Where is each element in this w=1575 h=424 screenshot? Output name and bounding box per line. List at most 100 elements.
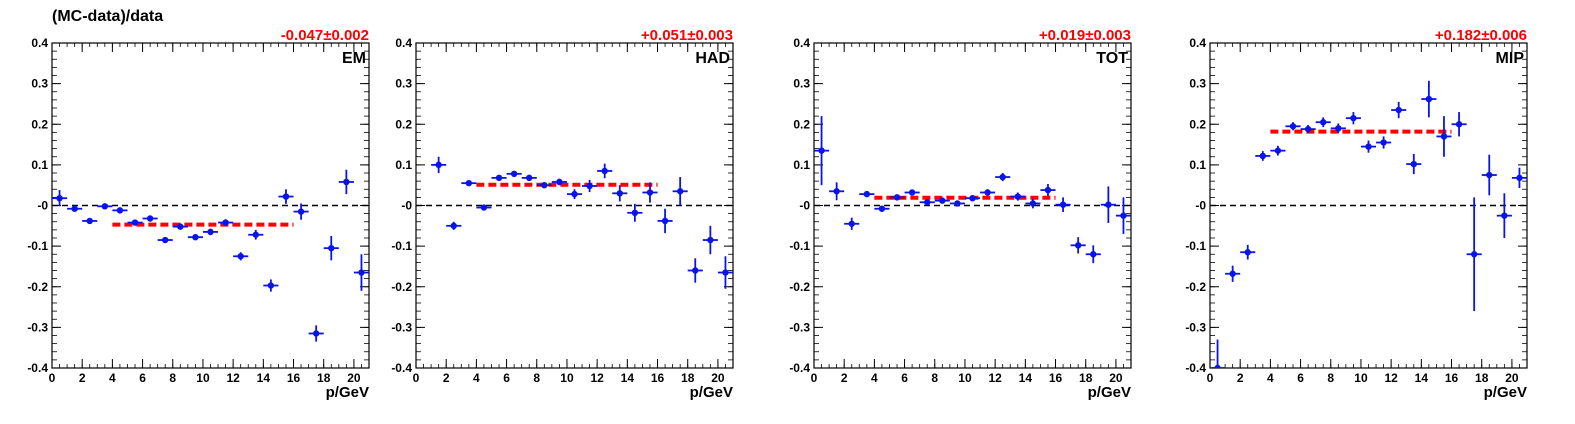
x-tick-label: 2 [1237, 371, 1244, 385]
data-point [461, 179, 477, 187]
y-tick-label: -0.3 [789, 320, 810, 334]
data-marker [177, 223, 184, 230]
data-point [1391, 101, 1407, 119]
data-point [964, 194, 981, 202]
data-point [627, 203, 643, 222]
data-point [218, 219, 234, 226]
y-tick-label: 0.3 [793, 77, 810, 91]
data-point [308, 325, 324, 342]
data-point [1345, 112, 1361, 125]
data-point [657, 208, 673, 234]
y-tick-label: 0.2 [395, 117, 412, 131]
data-point [1300, 125, 1316, 134]
data-marker [282, 193, 290, 200]
x-tick-label: 8 [1327, 371, 1334, 385]
data-point [1115, 197, 1131, 234]
panel-mip: -0.4 -0.3 -0.2 -0.1 -0 0.1 0.2 0.3 0.4 0 2 4 6 8 10 12 1… [1185, 27, 1528, 401]
data-marker [1501, 212, 1508, 219]
x-tick-label: 18 [681, 371, 695, 385]
x-tick-label: 2 [79, 371, 86, 385]
x-tick-label: 8 [169, 371, 176, 385]
x-tick-label: 0 [49, 371, 56, 385]
data-point [1270, 145, 1286, 156]
data-marker [1259, 152, 1267, 160]
y-tick-label: 0.4 [793, 36, 810, 50]
data-point [1055, 197, 1071, 212]
data-point [1481, 154, 1497, 196]
data-marker [465, 179, 473, 187]
x-tick-label: 18 [317, 371, 331, 385]
fit-value-label: -0.047±0.002 [281, 27, 369, 44]
data-marker [999, 173, 1006, 181]
data-point [1285, 122, 1301, 131]
data-marker [631, 209, 639, 217]
x-tick-label: 8 [533, 371, 540, 385]
data-point [995, 173, 1011, 182]
data-marker [1244, 249, 1251, 256]
y-tick-label: -0.3 [391, 320, 412, 334]
data-marker [237, 253, 244, 260]
x-tick-label: 12 [1384, 371, 1398, 385]
x-tick-label: 14 [621, 371, 635, 385]
data-point [717, 256, 733, 289]
data-point [1451, 112, 1467, 137]
data-marker [131, 219, 139, 226]
data-point [582, 179, 598, 193]
data-marker [358, 269, 365, 276]
data-marker [1044, 186, 1052, 194]
data-point [919, 199, 935, 206]
x-tick-label: 8 [931, 371, 938, 385]
y-tick-label: -0.1 [27, 239, 48, 253]
data-point [1466, 197, 1482, 312]
x-tick-label: 4 [109, 371, 116, 385]
x-tick-label: 10 [1354, 371, 1368, 385]
y-tick-label: 0.1 [793, 158, 810, 172]
data-point [1100, 186, 1116, 223]
x-tick-label: 18 [1475, 371, 1489, 385]
data-point [1225, 265, 1241, 282]
y-tick-label: 0.2 [1189, 117, 1206, 131]
data-marker [1274, 147, 1282, 154]
y-tick-label: -0.4 [789, 361, 810, 375]
y-tick-label: -0 [799, 199, 810, 213]
data-point [566, 189, 583, 199]
data-point [323, 235, 339, 261]
y-tick-label: -0 [37, 199, 48, 213]
data-marker [1380, 139, 1387, 146]
data-point [889, 194, 905, 201]
data-marker [1335, 125, 1342, 132]
fit-value-label: +0.019±0.003 [1039, 27, 1131, 44]
x-tick-label: 10 [560, 371, 574, 385]
data-point [1496, 193, 1512, 238]
y-tick-label: -0.2 [391, 280, 412, 294]
data-point [949, 200, 965, 207]
data-point [814, 116, 830, 186]
data-marker [818, 147, 825, 154]
data-marker [1350, 114, 1357, 122]
x-tick-label: 4 [1267, 371, 1274, 385]
data-points [814, 116, 1131, 264]
y-tick-label: -0.2 [1185, 280, 1206, 294]
data-point [431, 156, 447, 173]
data-point [612, 185, 628, 202]
data-marker [526, 174, 533, 182]
data-marker [101, 203, 109, 210]
data-point [338, 169, 354, 195]
x-tick-label: 20 [1109, 371, 1123, 385]
data-point [52, 190, 68, 207]
data-point [127, 219, 143, 226]
y-tick-label: 0.3 [395, 77, 412, 91]
y-tick-label: 0.4 [395, 36, 412, 50]
data-marker [192, 233, 199, 241]
y-tick-label: -0.2 [789, 280, 810, 294]
data-marker [1214, 364, 1221, 368]
data-point [642, 182, 658, 203]
data-marker [863, 190, 871, 198]
data-marker [116, 207, 124, 214]
data-marker [541, 181, 548, 189]
x-tick-label: 0 [1207, 371, 1214, 385]
panel-label-em: EM [342, 50, 366, 67]
data-marker [1516, 174, 1523, 182]
x-tick-label: 14 [1415, 371, 1429, 385]
